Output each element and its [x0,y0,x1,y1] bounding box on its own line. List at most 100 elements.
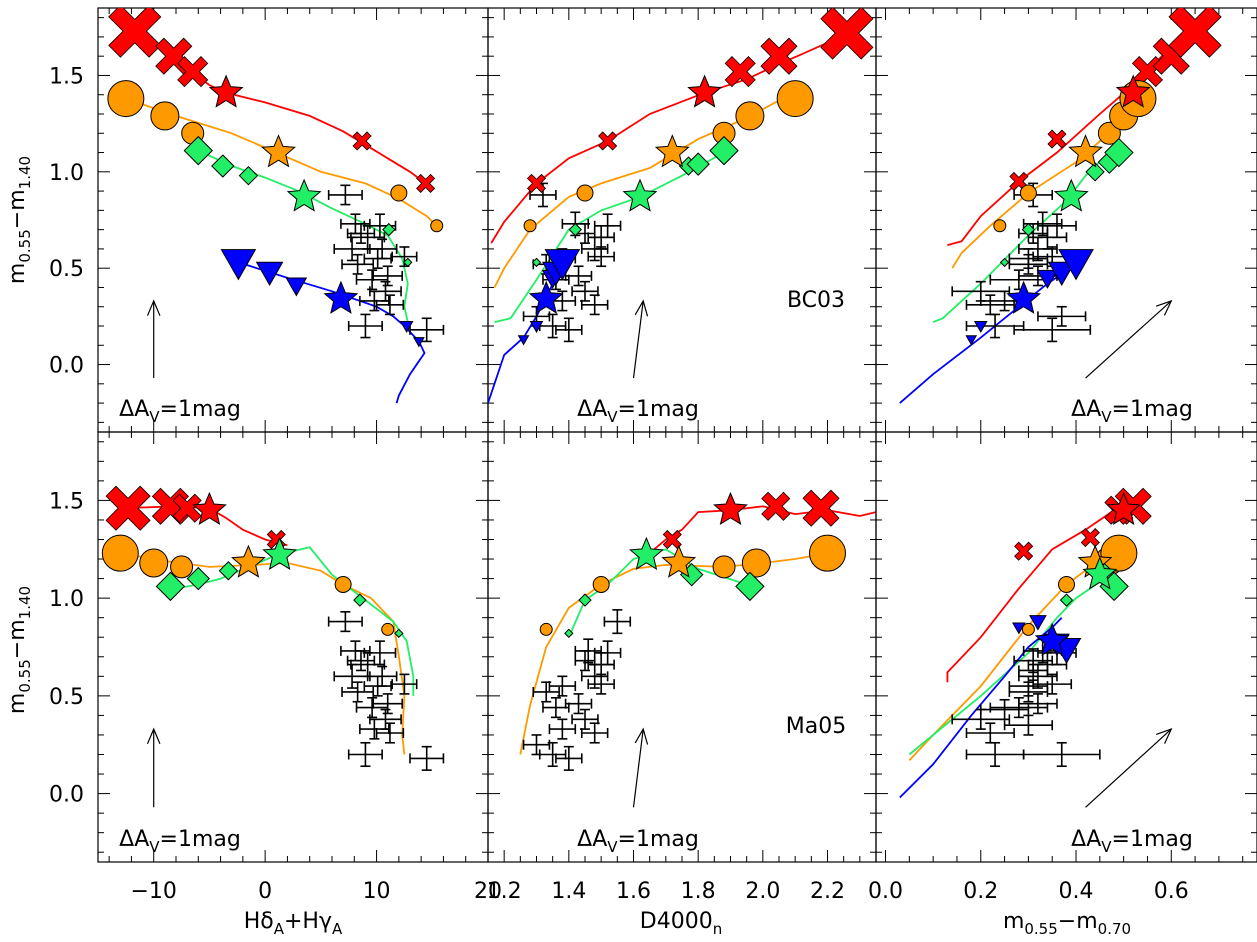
observed-point [574,650,596,672]
x-tick-label: 1.6 [616,879,651,904]
observed-point [375,294,405,316]
panel-ma05-1: 0.0 0.5 1.0 1.5 −10 0 10 20 ΔAV=1mag [49,431,502,904]
observed-point [346,650,376,672]
observed-point [366,665,398,687]
orange-circle-marker [712,555,736,579]
observed-point [571,280,599,302]
observed-point [409,745,445,771]
green-diamond-marker [211,154,235,178]
observed-point [372,693,404,715]
orange-circle-marker [993,219,1007,233]
y-tick-label: 0.0 [49,783,84,808]
x-tick-label: 1.4 [551,879,586,904]
orange-circle-marker [523,219,537,233]
red-cross-marker [760,37,798,75]
blue-triangle-marker [1012,622,1026,635]
blue-triangle-marker [965,335,978,346]
arrow-head [634,727,649,745]
observed-point [1018,693,1058,715]
panel-bc03-1: 0.0 0.5 1.0 1.5 ΔAV=1mag [49,7,489,433]
y-axis-label-top: m0.55−m1.40 [5,156,34,284]
green-diamond-marker [394,628,404,639]
panel-plot-area [101,485,445,808]
orange-circle-marker [381,622,395,636]
red-cross-marker [352,131,372,151]
orange-circle-marker [1058,575,1075,593]
observed-point [346,223,376,244]
observed-point [355,269,389,291]
observed-point [548,675,577,697]
arrow-shaft [1085,300,1172,379]
orange-star-marker [661,544,697,578]
observed-point [1022,741,1101,768]
green-diamond-marker [578,593,592,607]
blue-triangle-marker [1058,249,1094,281]
y-tick-label: 1.5 [49,64,84,89]
green-model-track [494,151,725,323]
red-cross-marker [1168,8,1222,58]
observed-point [341,681,375,703]
blue-star-marker [323,280,359,314]
red-cross-marker [662,529,682,550]
extinction-annotation: ΔAV=1mag [119,827,241,856]
x-axis-label-d4000: D4000n [640,909,722,938]
extinction-annotation: ΔAV=1mag [1071,827,1193,856]
blue-triangle-marker [399,321,414,334]
y-tick-label: 0.0 [49,354,84,379]
green-diamond-marker [353,593,367,607]
red-star-marker [1106,491,1142,525]
observed-point [1037,305,1087,327]
blue-triangle-marker [1047,261,1076,287]
reddening-arrow [146,727,161,808]
y-tick-label: 0.5 [49,257,84,282]
observed-point [327,611,363,633]
x-tick-label: 20 [474,879,502,904]
red-cross-marker [820,8,874,60]
green-diamond-marker [568,222,583,237]
green-diamond-marker [403,257,413,268]
orange-circle-marker [741,548,771,578]
green-diamond-marker [382,222,396,237]
red-cross-marker [108,8,162,58]
green-diamond-marker [238,165,259,186]
green-diamond-marker [709,135,739,166]
panel-ma05-2: 1.2 1.4 1.6 1.8 2.0 2.2 ΔAV=1mag Ma05 [487,431,877,904]
orange-circle-marker [430,219,444,233]
observed-point [587,673,615,695]
orange-circle-marker [1097,121,1121,145]
blue-star-marker [528,280,564,314]
y-tick-label: 1.0 [49,161,84,186]
reddening-arrow [632,299,649,379]
observed-point [333,663,371,689]
red-cross-marker [1080,527,1100,548]
observed-point [372,265,404,287]
panel-frame [875,7,1257,433]
orange-star-marker [231,544,266,578]
arrow-head [1155,299,1173,316]
green-diamond-marker [183,135,213,166]
green-diamond-marker [686,152,710,176]
blue-triangle-marker [973,321,988,334]
blue-star-marker [1006,280,1042,314]
green-diamond-marker [155,571,186,602]
x-tick-label: 0.2 [963,879,998,904]
blue-triangle-marker [544,249,581,281]
observed-point [1003,714,1054,736]
green-star-marker [286,178,322,212]
observed-point [564,693,593,715]
y-tick-label: 0.5 [49,685,84,710]
y-axis-label-bottom: m0.55−m1.40 [5,586,34,714]
observed-point [1037,213,1077,239]
green-model-track [197,149,409,323]
red-star-marker [192,491,227,525]
green-diamond-marker [186,566,210,591]
observed-point [359,290,390,312]
observed-point [965,313,1025,339]
green-star-marker [622,178,658,212]
red-star-marker [713,491,748,525]
observed-point [363,640,397,666]
observed-point [532,681,560,703]
observed-point [1018,659,1049,682]
red-model-track [946,505,1134,683]
